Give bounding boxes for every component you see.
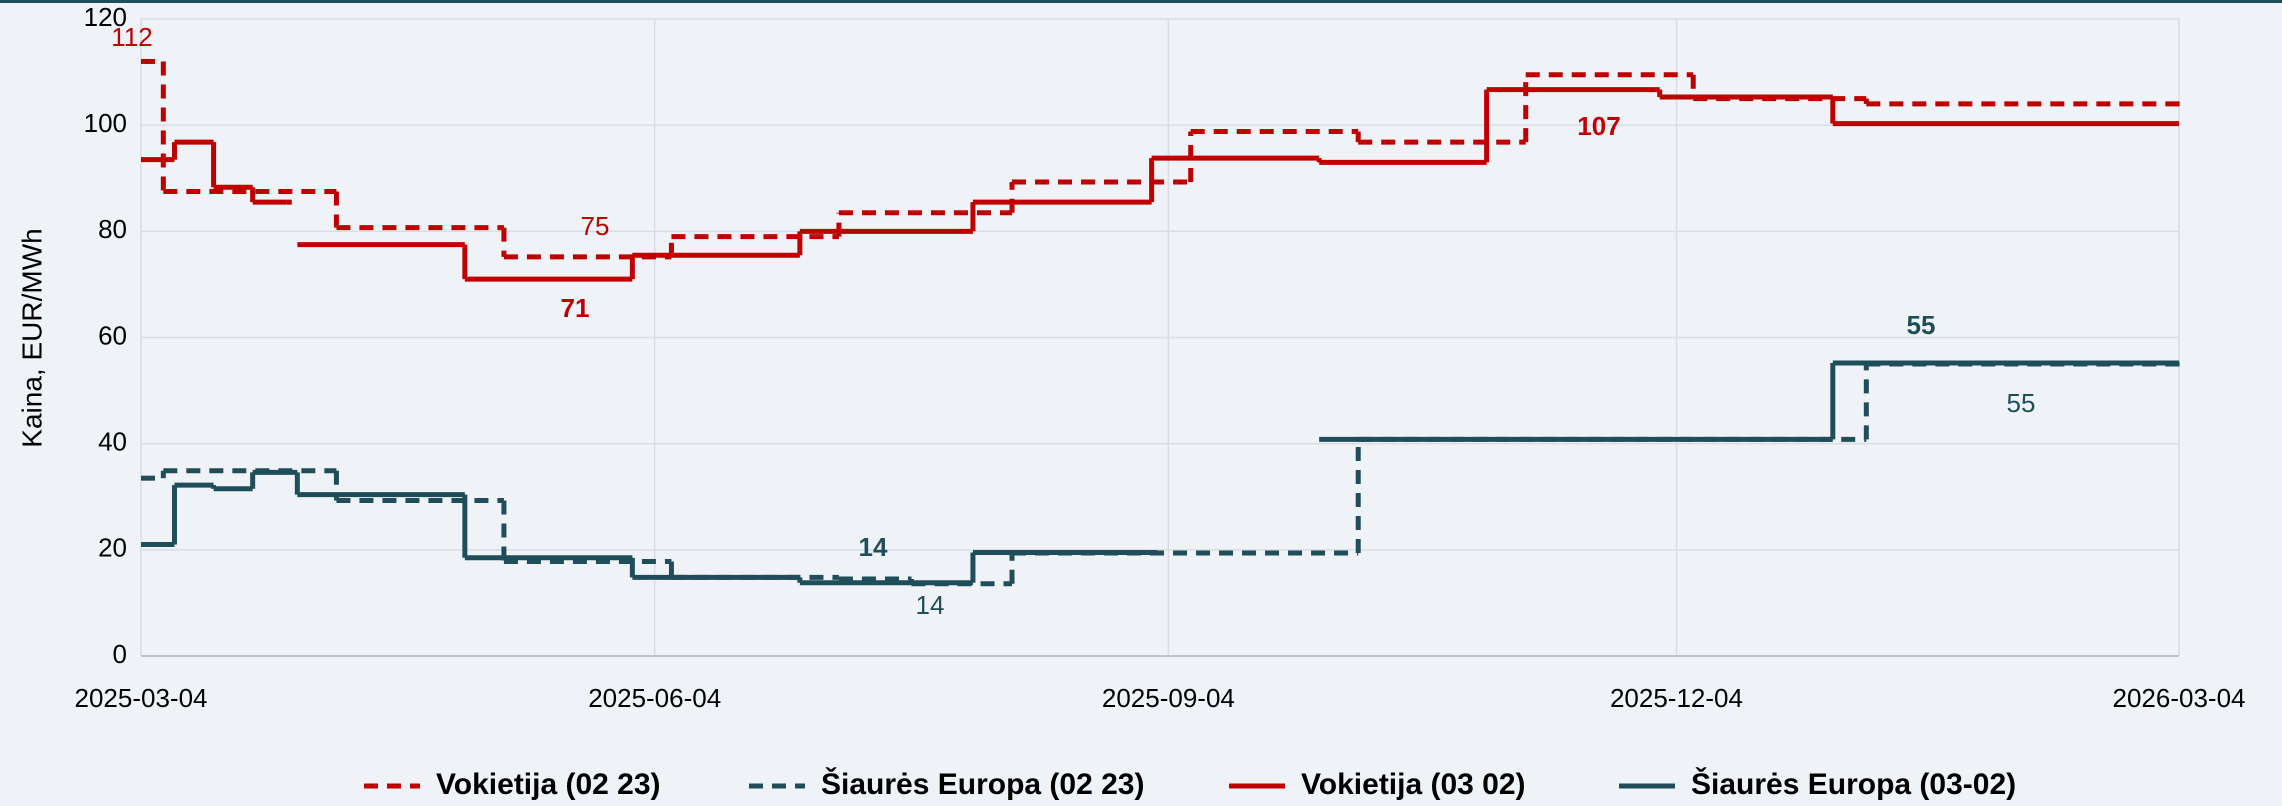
y-axis-label: Kaina, EUR/MWh bbox=[16, 228, 47, 447]
annotation: 75 bbox=[581, 211, 610, 241]
annotation: 55 bbox=[2007, 388, 2036, 418]
annotation: 71 bbox=[561, 293, 590, 323]
x-tick-label: 2025-03-04 bbox=[75, 683, 208, 713]
annotation: 112 bbox=[111, 22, 152, 52]
annotation: 14 bbox=[916, 590, 945, 620]
top-border bbox=[0, 0, 2282, 3]
legend-label: Šiaurės Europa (03-02) bbox=[1691, 767, 2016, 801]
annotation: 14 bbox=[859, 532, 888, 562]
y-tick-label: 120 bbox=[84, 2, 127, 32]
annotation: 107 bbox=[1577, 111, 1620, 141]
x-tick-label: 2025-12-04 bbox=[1610, 683, 1743, 713]
x-tick-label: 2026-03-04 bbox=[2113, 683, 2246, 713]
y-tick-label: 0 bbox=[113, 639, 127, 669]
y-tick-label: 40 bbox=[98, 427, 127, 457]
annotation: 55 bbox=[1907, 310, 1936, 340]
y-tick-label: 20 bbox=[98, 533, 127, 563]
legend-label: Šiaurės Europa (02 23) bbox=[821, 767, 1144, 801]
legend-label: Vokietija (03 02) bbox=[1301, 768, 1526, 801]
y-tick-label: 100 bbox=[84, 108, 127, 138]
x-tick-label: 2025-09-04 bbox=[1102, 683, 1235, 713]
legend-label: Vokietija (02 23) bbox=[436, 768, 661, 801]
x-tick-label: 2025-06-04 bbox=[588, 683, 721, 713]
y-tick-label: 80 bbox=[98, 214, 127, 244]
y-tick-label: 60 bbox=[98, 320, 127, 350]
